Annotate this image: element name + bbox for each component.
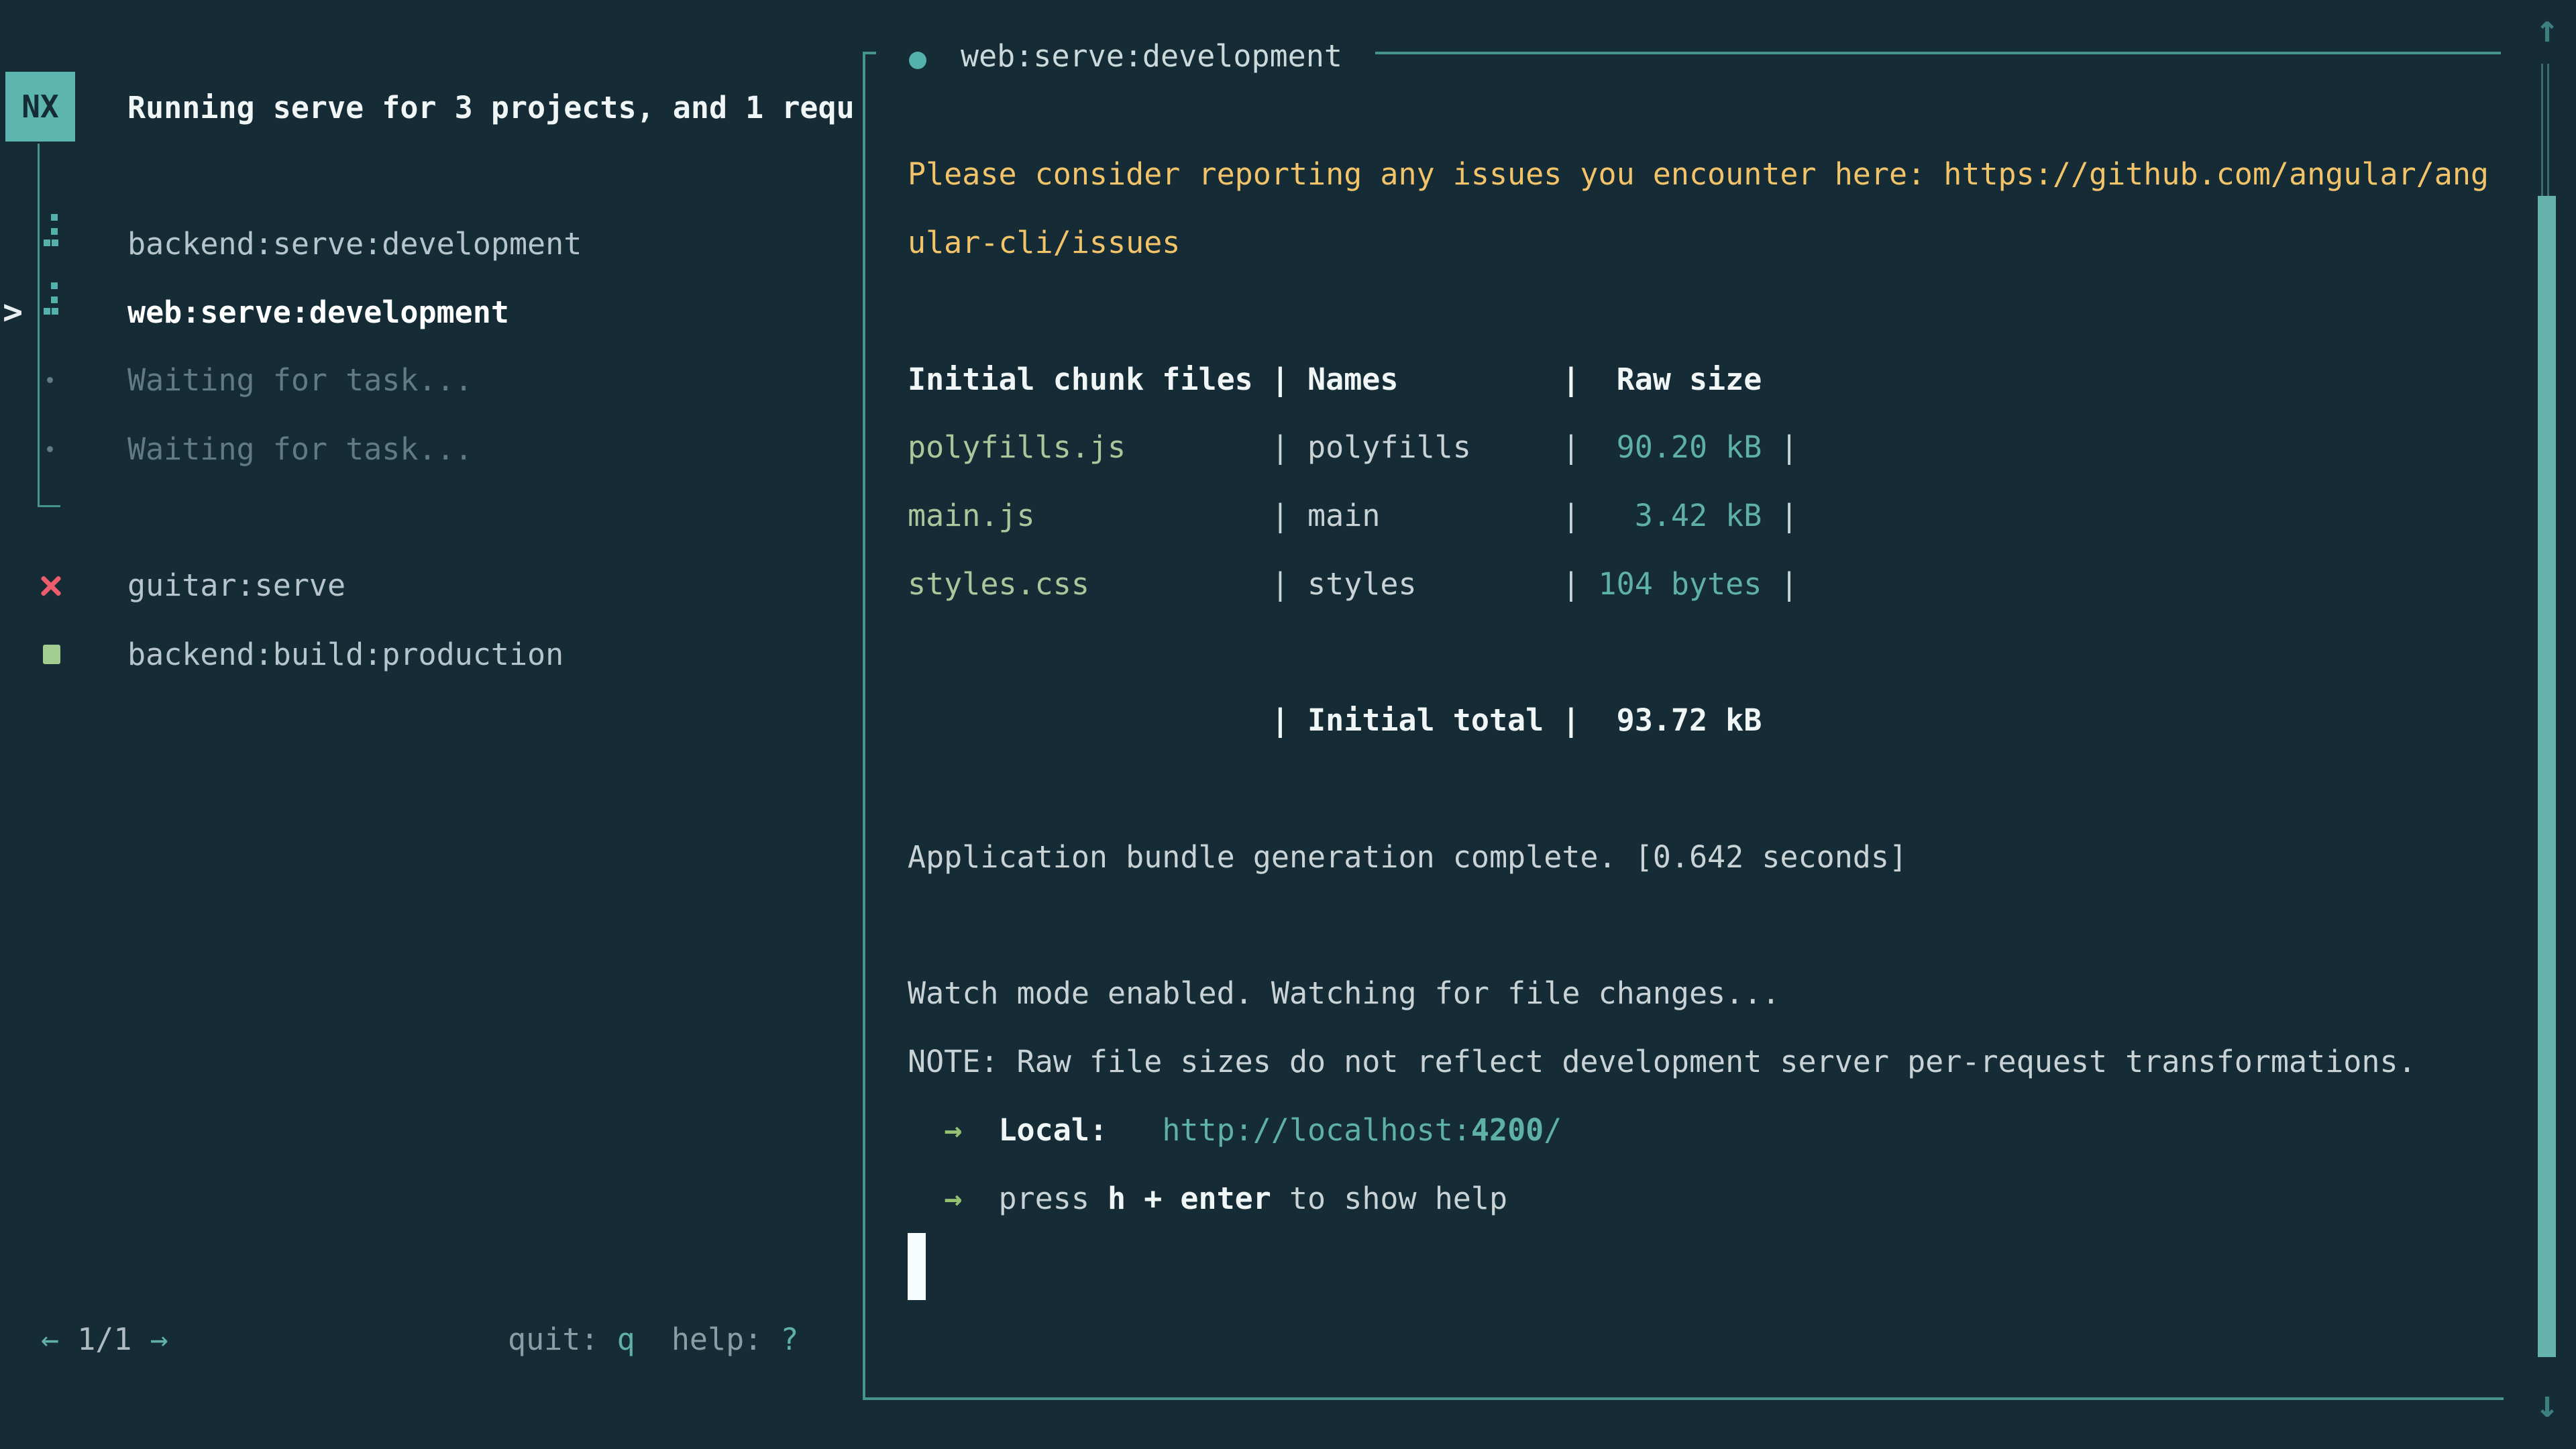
terminal-text-segment: 3.42 kB [1634, 498, 1762, 534]
terminal-text-segment: 104 bytes [1598, 566, 1762, 602]
terminal-text-segment [1108, 1112, 1162, 1148]
scrollbar-track [2541, 64, 2543, 196]
panel-border-bottom [863, 1397, 2504, 1400]
task-row-guitar-serve[interactable]: guitar:serve [0, 551, 863, 619]
terminal-line: | Initial total | 93.72 kB [908, 686, 2531, 755]
running-bullet-icon [909, 52, 926, 69]
terminal-text-segment: → [944, 1112, 963, 1148]
terminal-text-segment: Application bundle generation complete. … [908, 839, 1908, 875]
terminal-line [908, 891, 2531, 959]
terminal-text-segment: polyfills.js [908, 429, 1126, 466]
scroll-down-arrow-icon[interactable]: ↓ [2536, 1382, 2559, 1426]
terminal-text-segment: press [998, 1180, 1108, 1216]
pager-next-arrow-icon[interactable]: → [150, 1321, 168, 1357]
terminal-line [908, 755, 2531, 823]
task-tree-corner [38, 505, 60, 507]
terminal-text-segment: 90.20 kB [1616, 429, 1762, 466]
scrollbar-track [2547, 64, 2549, 196]
terminal-line: main.js | main | 3.42 kB | [908, 482, 2531, 550]
terminal-text-segment: NOTE: Raw file sizes do not reflect deve… [908, 1044, 2416, 1080]
terminal-text-segment: Local: [998, 1112, 1108, 1148]
terminal-text-segment: | styles | [1089, 566, 1599, 602]
task-label: Waiting for task... [127, 362, 473, 398]
page-title: Running serve for 3 projects, and 1 requ [127, 89, 855, 125]
spinner-icon [40, 214, 60, 248]
terminal-text-segment: | Initial total | 93.72 kB [1271, 702, 1762, 739]
terminal-text-segment: | main | [1034, 498, 1635, 534]
task-row-waiting-1[interactable]: Waiting for task... [0, 345, 863, 414]
terminal-line: NOTE: Raw file sizes do not reflect deve… [908, 1028, 2531, 1096]
panel-border-left [863, 52, 865, 1400]
task-tree-line [38, 144, 40, 506]
help-key: ? [780, 1321, 799, 1357]
scrollbar-thumb[interactable] [2538, 196, 2556, 1357]
nx-logo: NX [5, 72, 75, 142]
terminal-text-segment [908, 702, 1271, 738]
failed-x-icon [40, 575, 62, 596]
quit-hint-label: quit: [508, 1321, 617, 1357]
pager-position [59, 1322, 77, 1357]
terminal-text-segment: to show help [1271, 1180, 1508, 1216]
terminal-line: polyfills.js | polyfills | 90.20 kB | [908, 413, 2531, 482]
terminal-text-segment [962, 1181, 998, 1216]
terminal-text-segment: | [1762, 498, 1799, 534]
terminal-text-segment: → [944, 1180, 963, 1216]
task-row-backend-build[interactable]: backend:build:production [0, 620, 863, 688]
task-row-web-serve[interactable]: > web:serve:development [0, 278, 863, 346]
task-row-backend-serve[interactable]: backend:serve:development [0, 209, 863, 278]
terminal-line: → Local: http://localhost: 4200/ [908, 1096, 2531, 1165]
task-label: guitar:serve [127, 567, 346, 603]
spinner-icon [40, 282, 60, 316]
terminal-line [908, 277, 2531, 345]
terminal-line: Please consider reporting any issues you… [908, 140, 2531, 209]
quit-key: q [616, 1321, 635, 1357]
terminal-text-segment: Please consider reporting any issues you… [908, 156, 2489, 193]
terminal-line [908, 618, 2531, 686]
panel-title: web:serve:development [961, 38, 1342, 74]
task-label: web:serve:development [127, 294, 509, 330]
pending-dot-icon [47, 446, 53, 452]
terminal-text-segment [962, 1112, 998, 1148]
success-square-icon [43, 645, 60, 664]
panel-border-top [1375, 52, 2501, 54]
terminal-line: Application bundle generation complete. … [908, 823, 2531, 892]
terminal-text-segment: Watch mode enabled. Watching for file ch… [908, 975, 1780, 1012]
task-row-waiting-2[interactable]: Waiting for task... [0, 415, 863, 483]
terminal-text-segment: http://localhost: [1162, 1112, 1471, 1148]
terminal-text-segment: ular-cli/issues [908, 225, 1181, 261]
scroll-up-arrow-icon[interactable]: ↑ [2536, 7, 2559, 51]
panel-border-top-stub [863, 52, 876, 54]
terminal-text-segment: styles.css [908, 566, 1089, 602]
pager-prev-arrow-icon[interactable]: ← [41, 1321, 60, 1357]
terminal-text-segment: / [1544, 1112, 1562, 1148]
terminal-text-segment: Initial chunk files | Names | Raw size [908, 361, 1762, 397]
pending-dot-icon [47, 377, 53, 383]
terminal-text-segment: h + enter [1108, 1180, 1271, 1216]
terminal-line: ular-cli/issues [908, 209, 2531, 277]
terminal-text-segment: 4200 [1470, 1112, 1544, 1148]
terminal-line: → press h + enter to show help [908, 1164, 2531, 1232]
terminal-text-segment [908, 1112, 944, 1148]
pager-spacer [131, 1322, 150, 1357]
task-label: backend:serve:development [127, 225, 582, 262]
terminal-line [908, 1232, 2531, 1301]
pager-label: 1/1 [77, 1321, 132, 1357]
help-hint-label: help: [635, 1321, 781, 1357]
selection-arrow-icon: > [3, 292, 23, 331]
terminal-line: Initial chunk files | Names | Raw size [908, 345, 2531, 413]
terminal-text-segment: | [1762, 566, 1799, 602]
terminal-text-segment: | [1762, 429, 1799, 466]
terminal-output[interactable]: Please consider reporting any issues you… [908, 140, 2531, 1301]
task-label: Waiting for task... [127, 431, 473, 467]
terminal-cursor [908, 1232, 926, 1300]
terminal-line: Watch mode enabled. Watching for file ch… [908, 959, 2531, 1028]
terminal-text-segment [908, 1181, 944, 1216]
terminal-text-segment: | polyfills | [1126, 429, 1617, 466]
shortcut-hints: quit: q help: ? [508, 1305, 799, 1373]
terminal-line: styles.css | styles | 104 bytes | [908, 550, 2531, 619]
pager: ← 1/1 → [41, 1305, 168, 1373]
terminal-text-segment: main.js [908, 498, 1035, 534]
task-label: backend:build:production [127, 636, 564, 672]
